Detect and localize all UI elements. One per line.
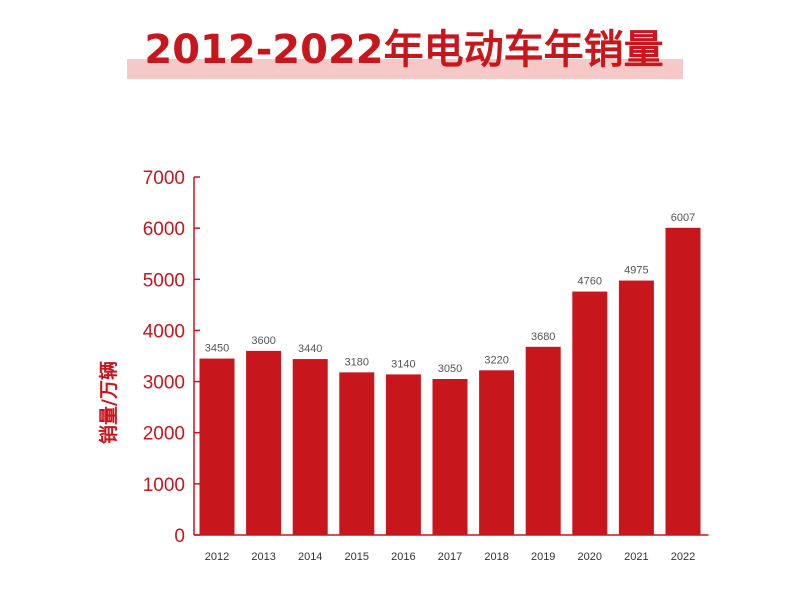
value-label-2012: 3450: [205, 343, 229, 355]
x-tick-label-2014: 2014: [298, 551, 322, 563]
bar-2012: [199, 358, 235, 535]
x-tick-label-2020: 2020: [578, 551, 602, 563]
x-tick-label-2017: 2017: [438, 551, 462, 563]
value-label-2022: 6007: [671, 212, 695, 224]
bar-2015: [339, 372, 375, 535]
x-tick-label-2019: 2019: [531, 551, 555, 563]
chart-title: 2012-2022年电动车年销量: [144, 27, 664, 73]
value-label-2019: 3680: [531, 331, 555, 343]
value-label-2015: 3180: [345, 356, 369, 368]
value-label-2018: 3220: [484, 354, 508, 366]
value-labels: 3450 3600 3440 3180 3140 3050 3220 3680 4760 4975…: [205, 212, 695, 375]
y-tick-label: 7000: [143, 168, 185, 189]
x-tick-label-2022: 2022: [671, 551, 695, 563]
bar-2021: [618, 280, 654, 535]
value-label-2020: 4760: [578, 276, 602, 288]
bar-2016: [385, 374, 421, 535]
y-tick-label: 3000: [143, 373, 185, 394]
value-label-2013: 3600: [251, 335, 275, 347]
x-tick-label-2013: 2013: [251, 551, 275, 563]
bar-2022: [665, 227, 701, 535]
y-tick-label: 0: [174, 526, 185, 547]
y-tick-label: 2000: [143, 424, 185, 445]
y-tick-label: 6000: [143, 219, 185, 240]
value-label-2021: 4975: [624, 265, 648, 277]
x-tick-label-2012: 2012: [205, 551, 229, 563]
value-label-2016: 3140: [391, 358, 415, 370]
y-axis-ticks: 0 1000 2000 3000 4000 5000 6000 7000: [143, 168, 200, 547]
bar-2014: [292, 359, 328, 535]
bars: [199, 227, 701, 535]
y-tick-label: 5000: [143, 270, 185, 291]
y-tick-label: 1000: [143, 475, 185, 496]
x-tick-label-2018: 2018: [484, 551, 508, 563]
x-axis-labels: 2012 2013 2014 2015 2016 2017 2018 2019 2020 2021…: [205, 551, 695, 563]
y-tick-label: 4000: [143, 321, 185, 342]
value-label-2014: 3440: [298, 343, 322, 355]
bar-2013: [246, 350, 282, 535]
x-tick-label-2021: 2021: [624, 551, 648, 563]
bar-2020: [572, 291, 608, 535]
bar-2017: [432, 379, 468, 535]
bar-2019: [525, 346, 561, 535]
x-tick-label-2016: 2016: [391, 551, 415, 563]
title-highlight-band: [127, 59, 683, 79]
x-tick-label-2015: 2015: [345, 551, 369, 563]
bar-2018: [479, 370, 515, 535]
value-label-2017: 3050: [438, 363, 462, 375]
